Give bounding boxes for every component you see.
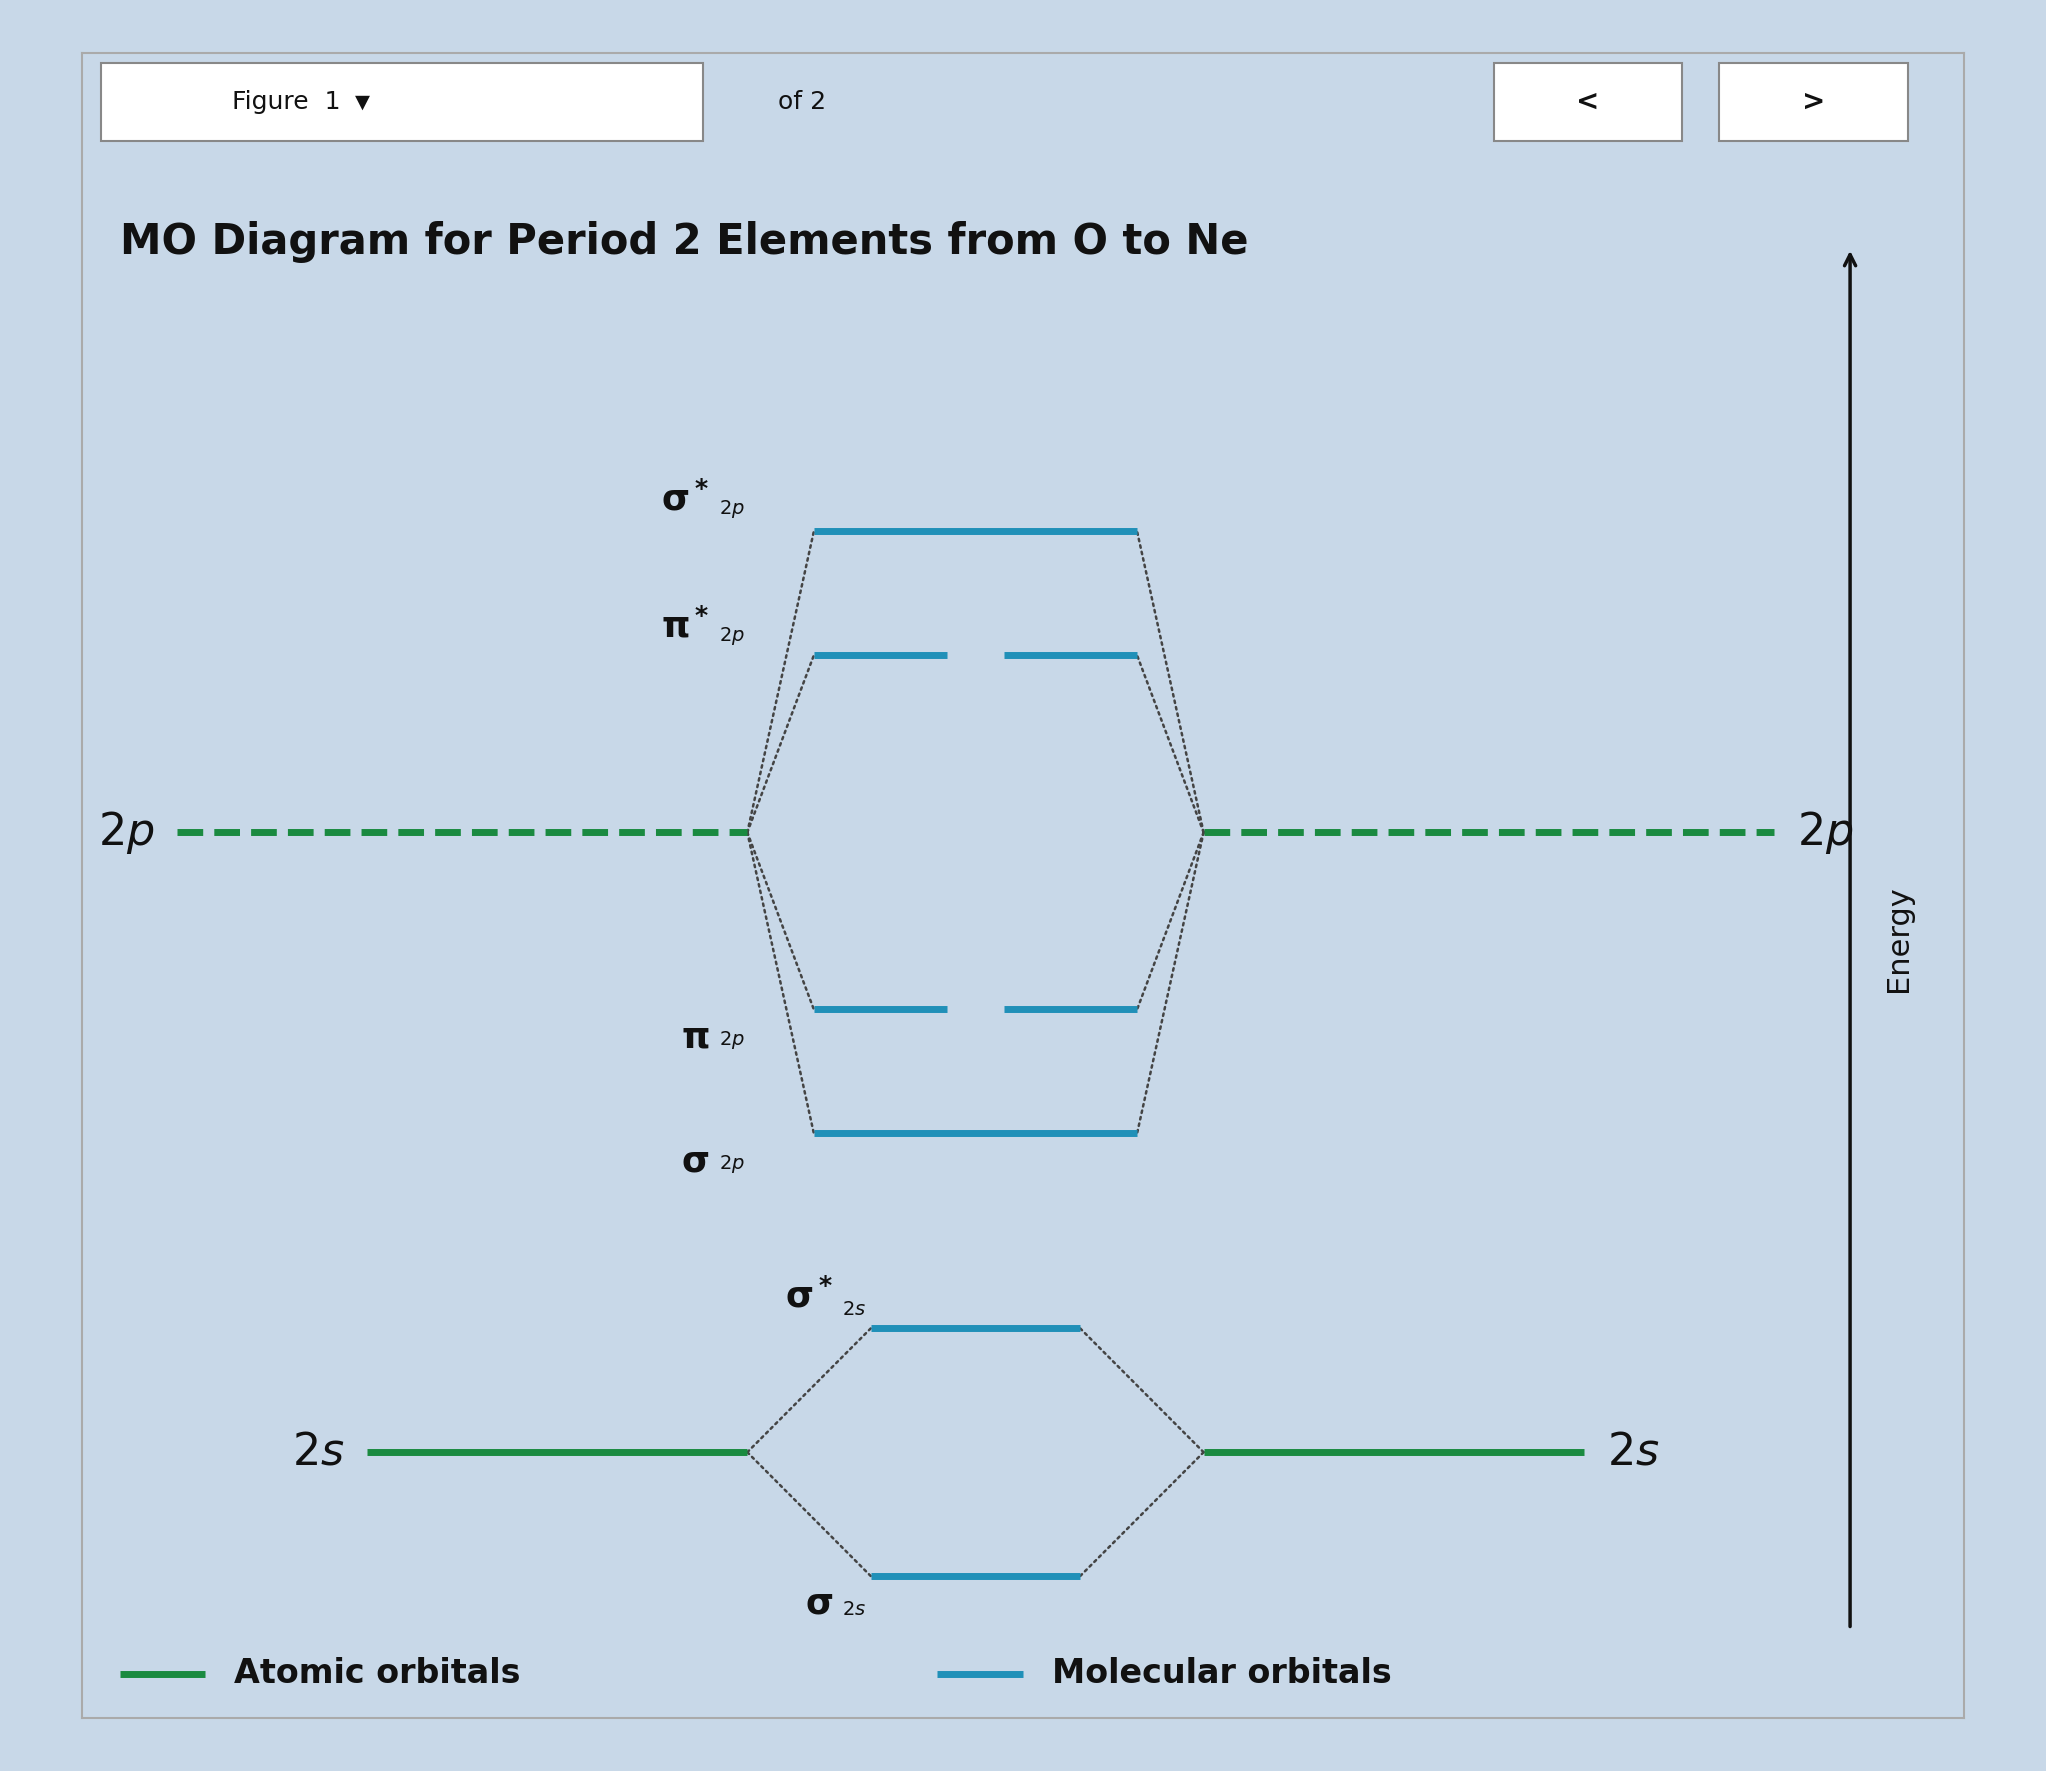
Text: $_{2p}$: $_{2p}$ bbox=[718, 620, 745, 648]
Text: $\bf\sigma^*$: $\bf\sigma^*$ bbox=[661, 482, 710, 517]
Text: $_{2s}$: $_{2s}$ bbox=[843, 1289, 868, 1318]
Text: of 2: of 2 bbox=[777, 90, 827, 113]
Text: $\bf\pi^*$: $\bf\pi^*$ bbox=[661, 609, 710, 645]
Text: $_{2p}$: $_{2p}$ bbox=[718, 1148, 745, 1176]
Text: <: < bbox=[1575, 89, 1600, 115]
Text: ▼: ▼ bbox=[354, 92, 370, 112]
Text: $_{2p}$: $_{2p}$ bbox=[718, 492, 745, 521]
Text: Figure  1: Figure 1 bbox=[233, 90, 342, 113]
Text: $\bf\sigma$: $\bf\sigma$ bbox=[681, 1144, 710, 1178]
Text: $\bf\sigma$: $\bf\sigma$ bbox=[804, 1587, 833, 1620]
Text: Molecular orbitals: Molecular orbitals bbox=[1052, 1658, 1391, 1690]
Text: $_{2s}$: $_{2s}$ bbox=[843, 1590, 868, 1619]
Text: Atomic orbitals: Atomic orbitals bbox=[233, 1658, 520, 1690]
Text: $2s$: $2s$ bbox=[1606, 1431, 1659, 1473]
Text: $\bf\pi$: $\bf\pi$ bbox=[681, 1020, 710, 1054]
FancyBboxPatch shape bbox=[1719, 64, 1907, 142]
Text: $\bf\sigma^*$: $\bf\sigma^*$ bbox=[786, 1279, 833, 1314]
Text: >: > bbox=[1803, 89, 1825, 115]
FancyBboxPatch shape bbox=[100, 64, 704, 142]
Text: $2p$: $2p$ bbox=[98, 809, 153, 855]
FancyBboxPatch shape bbox=[1494, 64, 1682, 142]
Text: $2p$: $2p$ bbox=[1796, 809, 1854, 855]
Text: $_{2p}$: $_{2p}$ bbox=[718, 1024, 745, 1052]
Text: MO Diagram for Period 2 Elements from O to Ne: MO Diagram for Period 2 Elements from O … bbox=[121, 221, 1248, 264]
Text: $2s$: $2s$ bbox=[293, 1431, 344, 1473]
Text: Energy: Energy bbox=[1884, 886, 1913, 992]
